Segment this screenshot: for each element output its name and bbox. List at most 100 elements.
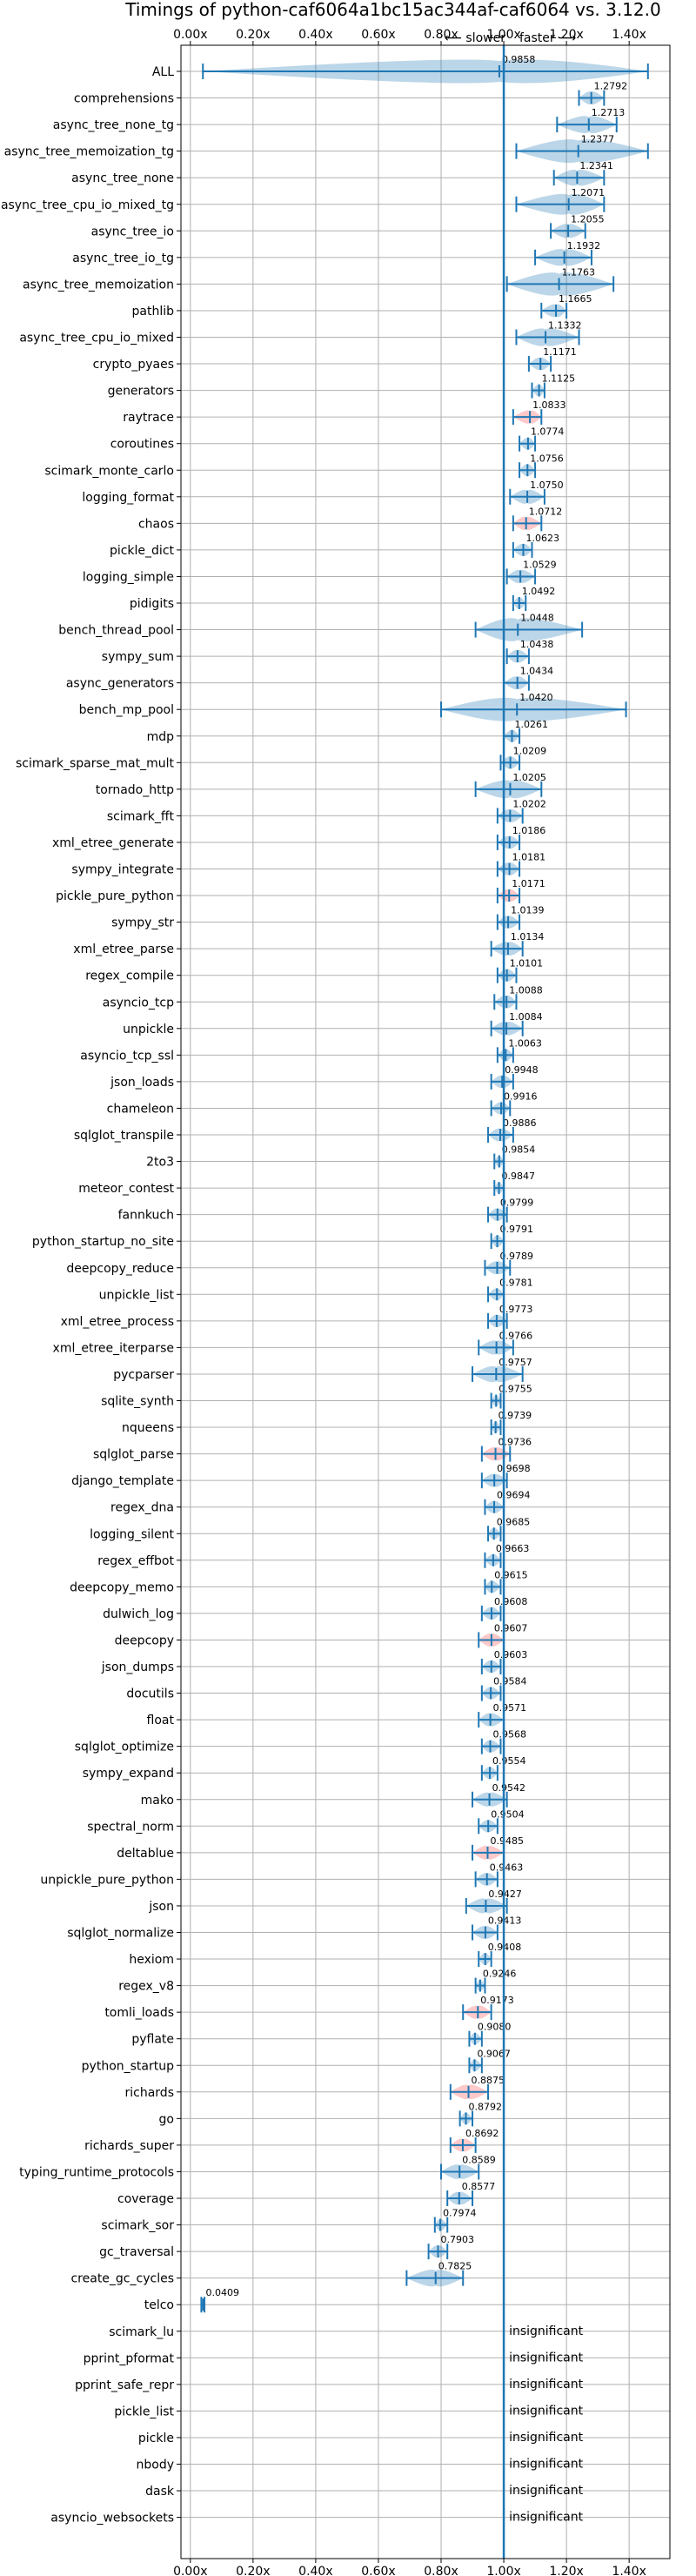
benchmark-name: django_template xyxy=(71,1474,174,1488)
benchmark-name: async_tree_none_tg xyxy=(53,118,174,132)
benchmark-row: asyncio_tcp 1.0088 xyxy=(103,984,670,1010)
benchmark-name: sympy_expand xyxy=(83,1767,174,1781)
benchmark-name: scimark_monte_carlo xyxy=(44,464,174,478)
benchmark-row: deepcopy 0.9607 xyxy=(115,1622,670,1648)
top-tick-label: 0.80x xyxy=(424,28,458,42)
benchmark-row: ALL 0.9858 xyxy=(152,54,670,84)
median-value-label: 0.9736 xyxy=(499,1437,532,1448)
benchmark-row: scimark_lu insignificant xyxy=(109,2324,670,2339)
benchmark-row: coroutines 1.0774 xyxy=(110,426,670,452)
benchmark-name: pprint_pformat xyxy=(84,2351,175,2365)
benchmark-row: telco 0.0409 xyxy=(144,2287,670,2313)
benchmark-row: pprint_safe_repr insignificant xyxy=(75,2378,670,2392)
benchmark-row: chameleon 0.9916 xyxy=(107,1090,670,1117)
benchmark-row: richards_super 0.8692 xyxy=(84,2128,670,2153)
median-value-label: 1.0084 xyxy=(509,1011,543,1023)
benchmark-row: scimark_sor 0.7974 xyxy=(101,2208,670,2233)
median-value-label: 0.9916 xyxy=(504,1090,538,1102)
benchmark-name: mako xyxy=(141,1794,174,1808)
insignificant-label: insignificant xyxy=(509,2378,584,2392)
median-value-label: 0.9427 xyxy=(488,1888,522,1900)
benchmark-name: dask xyxy=(145,2485,175,2499)
benchmark-row: pickle_pure_python 1.0171 xyxy=(56,878,670,904)
benchmark-name: tornado_http xyxy=(96,783,174,797)
median-value-label: 0.7903 xyxy=(441,2234,474,2245)
benchmark-name: pprint_safe_repr xyxy=(75,2378,174,2392)
benchmark-name: unpickle xyxy=(123,1023,174,1036)
top-tick-label: 0.00x xyxy=(173,28,207,42)
benchmark-name: sqlglot_normalize xyxy=(67,1927,174,1941)
benchmark-row: python_startup_no_site 0.9791 xyxy=(32,1224,670,1250)
median-value-label: 0.9766 xyxy=(499,1330,533,1341)
top-axis-ticks: 0.00x 0.20x 0.40x 0.60x 0.80x 1.00x 1.20x 1.40x xyxy=(173,28,646,45)
benchmark-row: spectral_norm 0.9504 xyxy=(87,1808,670,1835)
median-value-label: 0.9246 xyxy=(483,1969,517,1980)
benchmark-name: spectral_norm xyxy=(87,1820,174,1834)
benchmark-name: xml_etree_generate xyxy=(52,836,174,850)
median-value-label: 1.0623 xyxy=(526,533,560,544)
benchmark-row: deepcopy_reduce 0.9789 xyxy=(66,1251,670,1276)
benchmark-row: async_tree_none_tg 1.2713 xyxy=(53,107,670,134)
benchmark-name: deepcopy_memo xyxy=(70,1580,174,1594)
benchmark-name: deepcopy xyxy=(115,1633,174,1647)
benchmark-name: 2to3 xyxy=(146,1156,174,1170)
benchmark-name: ALL xyxy=(152,65,174,79)
benchmark-name: bench_thread_pool xyxy=(58,624,174,638)
benchmark-name: sympy_str xyxy=(111,916,174,930)
benchmark-row: sympy_str 1.0139 xyxy=(111,905,670,930)
median-value-label: 0.8792 xyxy=(469,2101,503,2112)
median-value-label: 0.8875 xyxy=(472,2075,505,2086)
median-value-label: 1.0101 xyxy=(510,958,544,969)
median-value-label: 1.0181 xyxy=(512,852,546,863)
benchmark-name: sqlglot_transpile xyxy=(74,1129,174,1143)
top-tick-label: 0.40x xyxy=(298,28,332,42)
benchmark-name: json xyxy=(148,1900,174,1914)
benchmark-row: xml_etree_generate 1.0186 xyxy=(52,825,670,850)
benchmark-row: logging_silent 0.9685 xyxy=(90,1516,670,1542)
benchmark-name: deepcopy_reduce xyxy=(66,1262,174,1276)
benchmark-row: scimark_fft 1.0202 xyxy=(107,798,670,824)
benchmark-row: logging_format 1.0750 xyxy=(82,480,670,505)
benchmark-row: sqlite_synth 0.9755 xyxy=(101,1384,670,1409)
insignificant-label: insignificant xyxy=(509,2324,584,2338)
slower-label: ⟵ slower xyxy=(445,31,505,45)
median-value-label: 0.8692 xyxy=(465,2128,499,2139)
benchmark-name: richards_super xyxy=(84,2139,174,2153)
median-value-label: 1.0420 xyxy=(519,692,553,703)
plot-border xyxy=(180,44,671,2559)
median-value-label: 0.9463 xyxy=(490,1862,524,1873)
benchmark-name: chaos xyxy=(138,517,174,531)
median-value-label: 0.9615 xyxy=(494,1569,528,1580)
median-value-label: 1.0134 xyxy=(511,931,545,943)
benchmark-row: comprehensions 1.2792 xyxy=(74,81,670,106)
median-value-label: 0.9773 xyxy=(499,1304,533,1315)
benchmark-row: asyncio_websockets insignificant xyxy=(50,2511,670,2526)
insignificant-label: insignificant xyxy=(509,2484,584,2498)
benchmark-name: deltablue xyxy=(117,1847,174,1861)
benchmark-name: asyncio_tcp_ssl xyxy=(80,1049,174,1063)
median-value-label: 1.2071 xyxy=(572,187,606,198)
bottom-tick-label: 0.60x xyxy=(361,2565,395,2576)
benchmark-row: chaos 1.0712 xyxy=(138,506,670,532)
chart-title: Timings of python-caf6064a1bc15ac344af-c… xyxy=(124,0,660,20)
benchmark-row: scimark_sparse_mat_mult 1.0209 xyxy=(16,745,670,771)
bottom-tick-label: 0.80x xyxy=(424,2565,458,2576)
benchmark-name: crypto_pyaes xyxy=(93,358,174,372)
benchmark-row: async_generators 1.0434 xyxy=(66,666,670,691)
benchmark-row: nqueens 0.9739 xyxy=(122,1410,670,1436)
benchmark-row: float 0.9571 xyxy=(147,1702,670,1728)
benchmark-row: meteor_contest 0.9847 xyxy=(78,1171,670,1197)
benchmark-row: hexiom0.9408 xyxy=(129,1942,670,1968)
median-value-label: 0.9603 xyxy=(494,1649,528,1660)
benchmark-name: nqueens xyxy=(122,1421,174,1435)
benchmark-name: float xyxy=(147,1714,175,1727)
benchmark-name: python_startup_no_site xyxy=(32,1235,174,1249)
benchmark-name: unpickle_pure_python xyxy=(40,1873,174,1887)
median-value-label: 1.1932 xyxy=(567,240,601,252)
median-value-label: 1.0171 xyxy=(512,878,545,889)
median-value-label: 0.9739 xyxy=(499,1410,532,1421)
top-tick-label: 0.60x xyxy=(361,28,395,42)
plot-frame xyxy=(180,44,671,2559)
median-value-label: 0.9504 xyxy=(491,1808,525,1820)
top-tick-label: 1.40x xyxy=(612,28,646,42)
